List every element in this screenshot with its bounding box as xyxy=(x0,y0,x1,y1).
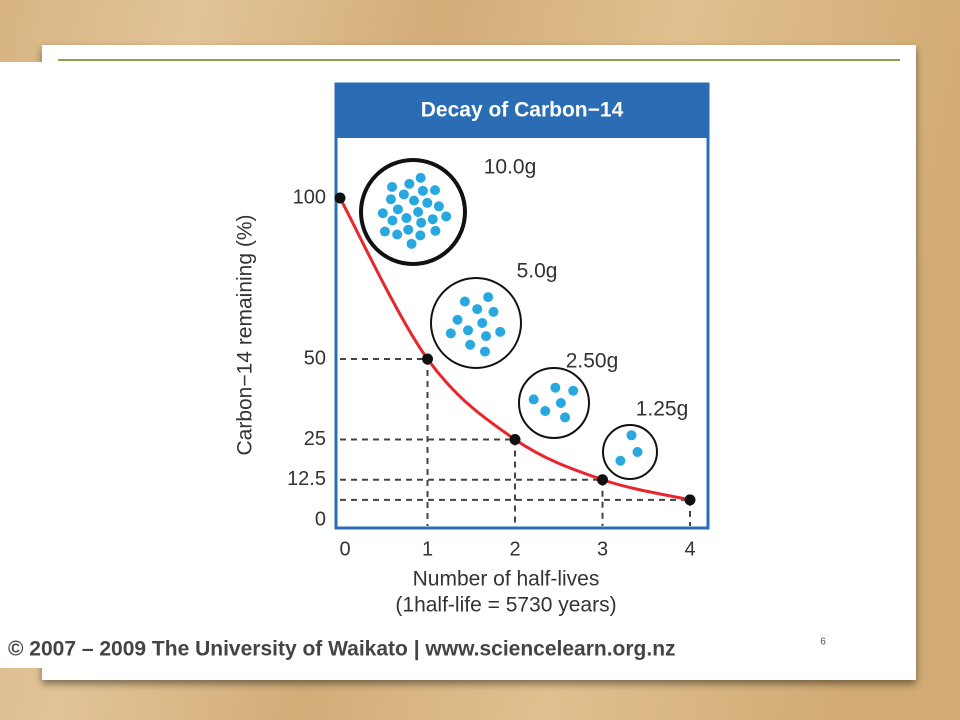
atom xyxy=(430,185,441,196)
atom xyxy=(404,178,415,189)
sample-circle xyxy=(518,367,590,439)
atom xyxy=(626,430,637,441)
atom xyxy=(387,181,398,192)
y-tick-label: 0 xyxy=(315,508,326,530)
data-point xyxy=(684,494,696,506)
x-axis-label: Number of half-lives xyxy=(413,568,600,591)
y-tick-label: 50 xyxy=(304,347,326,369)
atom xyxy=(441,211,452,222)
x-tick-label: 4 xyxy=(684,538,695,560)
x-tick-label: 1 xyxy=(422,538,433,560)
atom xyxy=(416,217,427,228)
plot: 0 12.5 25 50 100 0 1 2 3 4 10.0g 5.0g 2.50g 1.25g xyxy=(287,156,696,561)
atom xyxy=(615,455,626,466)
atom xyxy=(422,197,433,208)
data-point xyxy=(334,192,346,204)
x-tick-label: 3 xyxy=(597,538,608,560)
data-point xyxy=(509,434,521,445)
image xyxy=(0,62,720,668)
page-number: 6 xyxy=(820,637,826,648)
y-tick-label: 25 xyxy=(304,428,326,450)
atom xyxy=(481,331,492,342)
atom xyxy=(472,304,483,315)
atom xyxy=(401,212,412,223)
y-tick-label: 12.5 xyxy=(287,468,326,490)
atom xyxy=(483,292,494,303)
sample-circle xyxy=(602,424,658,480)
atom xyxy=(387,215,398,226)
y-axis-label: Carbon−14 remaining (%) xyxy=(234,214,257,455)
mass-label: 1.25g xyxy=(636,398,689,421)
mass-label: 2.50g xyxy=(566,350,619,373)
atom xyxy=(408,195,419,206)
mass-label: 10.0g xyxy=(484,156,537,179)
atom xyxy=(398,189,409,200)
x-tick-label: 0 xyxy=(339,538,350,560)
atom xyxy=(463,325,474,336)
atom xyxy=(415,230,426,241)
atom xyxy=(417,185,428,196)
x-tick-label: 2 xyxy=(509,538,520,560)
atom xyxy=(459,296,470,307)
sample-circle xyxy=(359,158,467,266)
atom xyxy=(560,412,571,423)
title-box xyxy=(336,84,708,138)
atom xyxy=(403,224,414,235)
atom xyxy=(392,204,403,215)
atom xyxy=(528,394,539,405)
atom xyxy=(379,226,390,237)
data-point xyxy=(422,353,433,365)
atom xyxy=(445,328,456,339)
atom xyxy=(413,207,424,217)
atom xyxy=(550,382,561,393)
credit: © 2007 – 2009 The University of Waikato … xyxy=(8,638,676,661)
atom xyxy=(540,406,551,417)
atom xyxy=(465,339,476,350)
atom xyxy=(479,346,490,357)
atom xyxy=(430,225,441,236)
y-tick-label: 100 xyxy=(293,186,326,208)
atom xyxy=(477,318,488,328)
atom xyxy=(632,447,643,457)
atom xyxy=(488,306,499,317)
atom xyxy=(427,214,438,225)
atom xyxy=(392,229,403,240)
atom xyxy=(495,326,506,337)
atom xyxy=(555,398,566,408)
mass-label: 5.0g xyxy=(517,260,558,283)
decay-curve xyxy=(338,197,691,502)
atom xyxy=(406,238,417,249)
atom xyxy=(568,385,579,396)
atom xyxy=(377,208,388,219)
data-point xyxy=(597,474,608,486)
sample-circle xyxy=(430,277,522,369)
atom xyxy=(433,201,444,212)
x-axis-note: (1half-life = 5730 years) xyxy=(395,594,616,617)
atom xyxy=(452,314,463,325)
atom xyxy=(385,194,396,205)
chart-title: Decay of Carbon−14 xyxy=(421,99,624,122)
atom xyxy=(415,172,426,183)
